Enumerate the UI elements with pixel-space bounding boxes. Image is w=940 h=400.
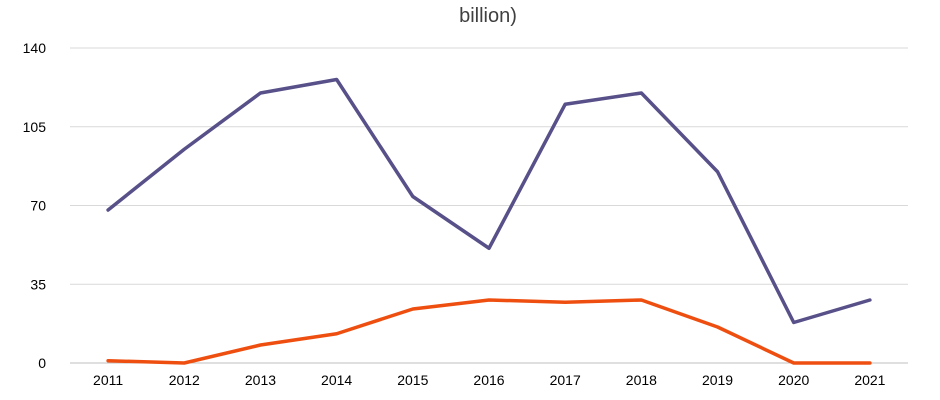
series-lines [106, 77, 872, 365]
x-tick-label: 2011 [93, 372, 123, 388]
x-tick-label: 2012 [169, 372, 200, 388]
x-tick-label: 2021 [854, 372, 885, 388]
series-line-1 [106, 77, 872, 325]
x-tick-label: 2018 [626, 372, 657, 388]
gridlines [70, 47, 908, 285]
y-tick-labels: 0 35 70 105 140 [23, 40, 47, 371]
chart-title: billion) [459, 5, 517, 27]
y-tick-label: 105 [23, 119, 47, 135]
x-tick-label: 2017 [550, 372, 581, 388]
x-tick-label: 2015 [397, 372, 428, 388]
y-tick-label: 140 [23, 40, 47, 56]
x-tick-label: 2020 [778, 372, 809, 388]
x-tick-label: 2016 [473, 372, 504, 388]
y-tick-label: 0 [38, 355, 46, 371]
y-tick-label: 70 [30, 198, 46, 214]
x-tick-label: 2013 [245, 372, 276, 388]
x-tick-label: 2014 [321, 372, 352, 388]
y-tick-label: 35 [30, 276, 46, 292]
x-tick-labels: 2011 2012 2013 2014 2015 2016 2017 2018 2019 2020… [93, 372, 886, 388]
x-tick-label: 2019 [702, 372, 733, 388]
series-line-2 [106, 298, 872, 365]
